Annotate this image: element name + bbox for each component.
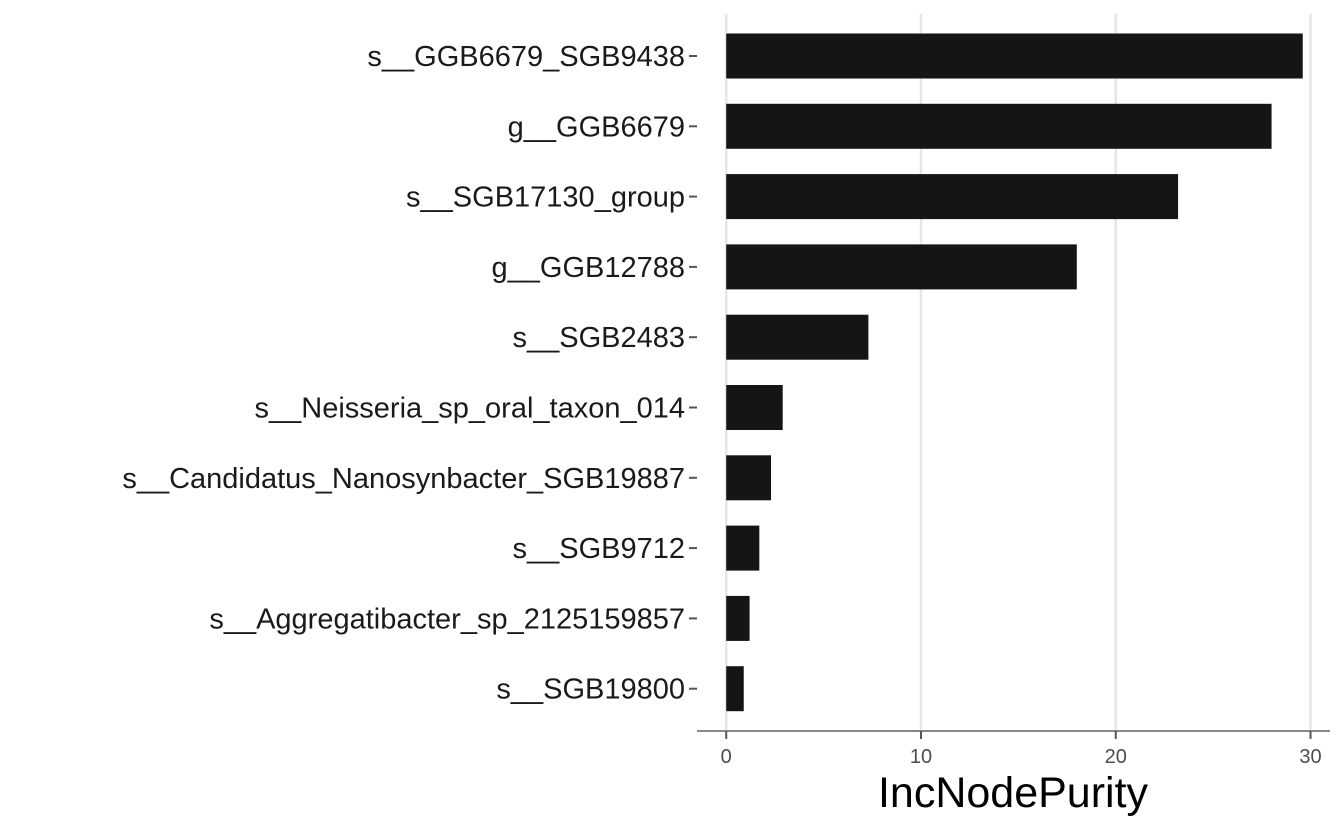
category-label: s__SGB2483 (512, 322, 685, 354)
x-tick-label-20: 20 (1105, 746, 1127, 768)
category-label: s__SGB17130_group (406, 182, 685, 214)
bar-s__SGB17130_group (726, 174, 1179, 220)
category-label: g__GGB12788 (492, 252, 685, 284)
bars (726, 33, 1303, 712)
x-axis-title: IncNodePurity (878, 769, 1149, 817)
category-label: s__SGB19800 (496, 674, 685, 706)
bar-s__SGB2483 (726, 314, 869, 360)
bar-s__Aggregatibacter_sp_2125159857 (726, 595, 750, 641)
bar-s__Neisseria_sp_oral_taxon_014 (726, 385, 783, 430)
category-label: g__GGB6679 (508, 111, 685, 143)
category-label: s__GGB6679_SGB9438 (367, 41, 685, 73)
bar-s__SGB9712 (726, 525, 760, 571)
bar-g__GGB6679 (726, 103, 1272, 149)
bar-s__GGB6679_SGB9438 (726, 33, 1303, 79)
category-label: s__Aggregatibacter_sp_2125159857 (209, 603, 685, 635)
bar-g__GGB12788 (726, 244, 1077, 290)
category-label: s__Neisseria_sp_oral_taxon_014 (255, 393, 685, 425)
category-label: s__Candidatus_Nanosynbacter_SGB19887 (122, 463, 685, 495)
x-tick-label-30: 30 (1299, 746, 1321, 768)
bar-s__SGB19800 (726, 666, 744, 712)
bar-s__Candidatus_Nanosynbacter_SGB19887 (726, 455, 772, 501)
category-labels: s__GGB6679_SGB9438 g__GGB6679 s__SGB17130_… (122, 41, 697, 706)
x-tick-label-10: 10 (910, 746, 932, 768)
x-tick-label-0: 0 (721, 746, 732, 768)
category-label: s__SGB9712 (512, 533, 685, 565)
x-axis: 0 10 20 30 (697, 730, 1330, 768)
